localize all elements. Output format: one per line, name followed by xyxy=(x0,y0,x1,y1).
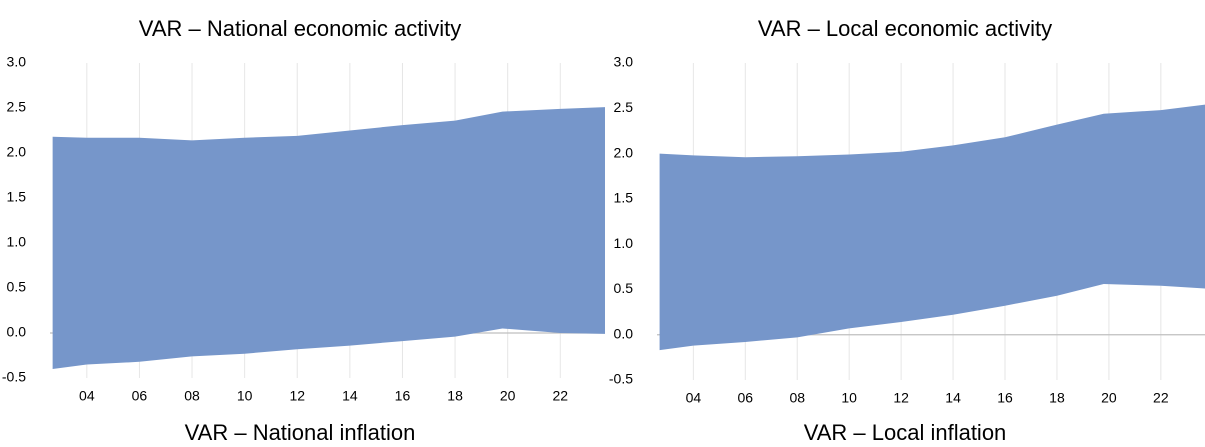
chart-title: VAR – Local inflation xyxy=(804,420,1007,445)
y-tick-label: 1.0 xyxy=(614,235,634,251)
x-tick-label: 08 xyxy=(789,390,805,406)
x-tick-label: 22 xyxy=(1153,390,1169,406)
chart-title: VAR – National inflation xyxy=(185,420,416,445)
y-tick-label: 0.0 xyxy=(614,325,634,341)
y-tick-label: 0.5 xyxy=(7,279,27,295)
x-tick-label: 16 xyxy=(997,390,1013,406)
y-tick-label: 1.5 xyxy=(7,189,27,205)
y-tick-label: -0.5 xyxy=(609,371,633,387)
x-tick-label: 10 xyxy=(841,390,857,406)
y-tick-label: 0.5 xyxy=(614,280,634,296)
x-tick-label: 04 xyxy=(686,390,702,406)
x-tick-label: 10 xyxy=(237,388,253,404)
x-tick-label: 14 xyxy=(342,388,358,404)
x-tick-label: 14 xyxy=(945,390,961,406)
x-tick-label: 08 xyxy=(184,388,200,404)
y-tick-label: 2.0 xyxy=(614,144,634,160)
x-tick-label: 12 xyxy=(893,390,909,406)
band-area xyxy=(52,107,606,369)
x-tick-label: 20 xyxy=(1101,390,1117,406)
x-tick-label: 04 xyxy=(79,388,95,404)
y-tick-label: 2.5 xyxy=(614,99,634,115)
x-tick-label: 22 xyxy=(552,388,568,404)
x-tick-label: 16 xyxy=(395,388,411,404)
chart-title: VAR – National economic activity xyxy=(139,16,461,41)
x-tick-label: 18 xyxy=(447,388,463,404)
y-tick-label: 1.5 xyxy=(614,190,634,206)
x-tick-label: 06 xyxy=(132,388,148,404)
y-tick-label: 3.0 xyxy=(614,54,634,70)
x-tick-label: 06 xyxy=(738,390,754,406)
y-tick-label: 1.0 xyxy=(7,234,27,250)
x-tick-label: 12 xyxy=(289,388,305,404)
x-tick-label: 18 xyxy=(1049,390,1065,406)
y-tick-label: 2.0 xyxy=(7,144,27,160)
y-tick-label: -0.5 xyxy=(2,369,26,385)
y-tick-label: 3.0 xyxy=(7,54,27,70)
band-area xyxy=(659,104,1205,351)
y-tick-label: 2.5 xyxy=(7,99,27,115)
x-tick-label: 20 xyxy=(500,388,516,404)
y-tick-label: 0.0 xyxy=(7,324,27,340)
chart-title: VAR – Local economic activity xyxy=(758,16,1052,41)
